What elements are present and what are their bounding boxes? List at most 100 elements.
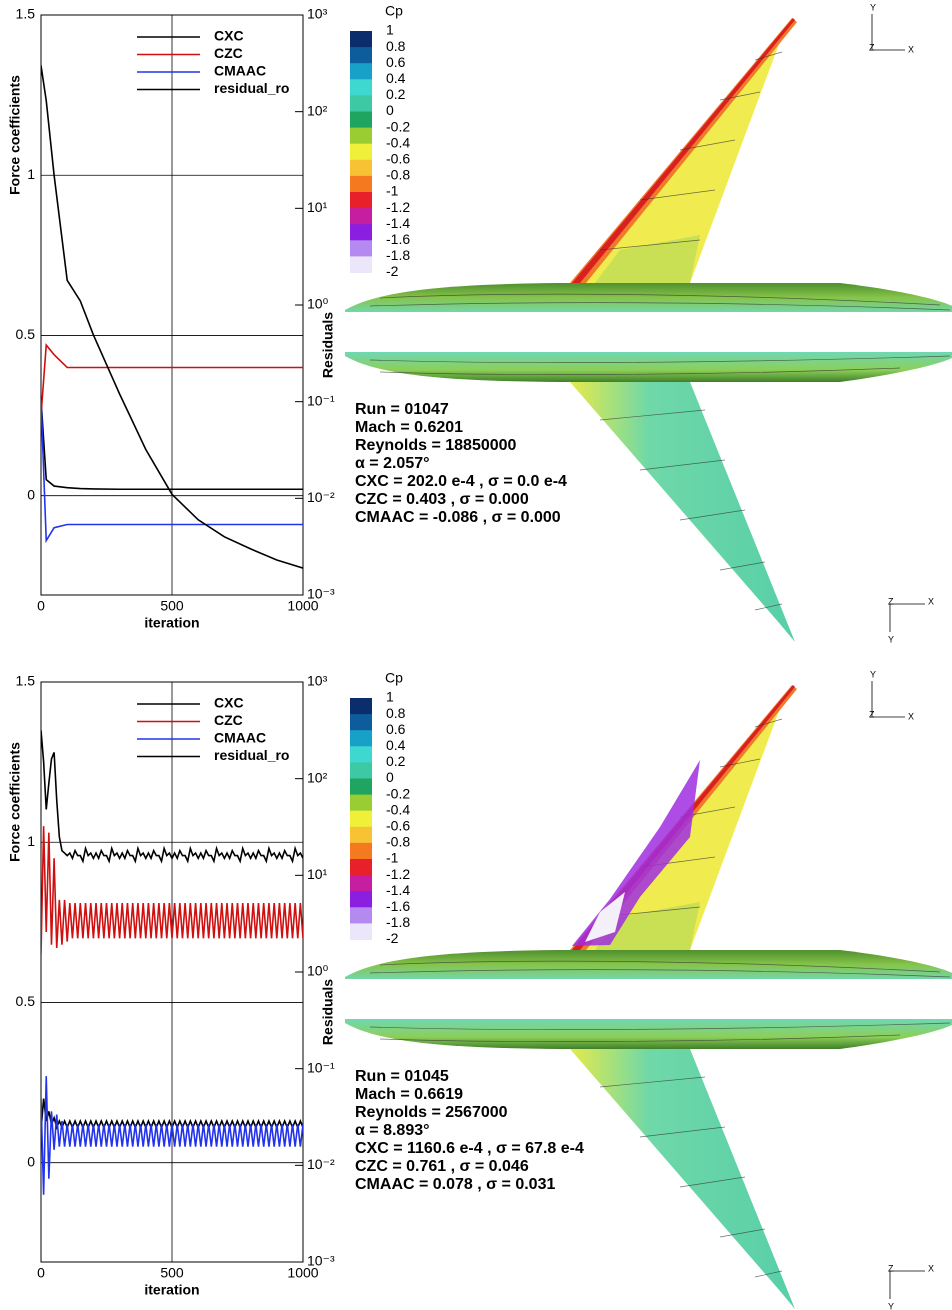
y2-tick-label: 10³: [307, 673, 328, 689]
legend-label: CMAAC: [214, 730, 266, 746]
x-tick-label: 0: [37, 598, 45, 614]
y2-tick-label: 10⁰: [307, 296, 329, 312]
y2-tick-label: 10⁻¹: [307, 392, 335, 408]
y2-tick-label: 10⁻²: [307, 1156, 335, 1172]
colorbar-band: [350, 111, 372, 129]
colorbar-band: [350, 224, 372, 241]
colorbar-band: [350, 175, 372, 193]
separation-core: [585, 892, 625, 942]
view-axis-label: X: [928, 1263, 934, 1273]
view-axis-label: Y: [870, 669, 876, 679]
colorbar-tick-label: 0.4: [386, 70, 406, 86]
colorbar-tick-label: 1: [386, 22, 394, 38]
colorbar-band: [350, 240, 372, 257]
legend-label: CZC: [214, 45, 243, 61]
legend-label: residual_ro: [214, 747, 289, 763]
series-line: [41, 399, 303, 491]
legend-label: CZC: [214, 712, 243, 728]
view-axis-label: X: [908, 711, 914, 721]
view-axis-label: Y: [870, 2, 876, 12]
view-axis-label: X: [908, 44, 914, 54]
run-info: α = 2.057°: [355, 455, 430, 472]
colorbar-band: [350, 714, 372, 731]
run-info: Mach = 0.6619: [355, 1086, 463, 1103]
colorbar-band: [350, 891, 372, 908]
colorbar-tick-label: -1: [386, 183, 399, 199]
legend-label: CXC: [214, 695, 244, 711]
x-axis-label: iteration: [144, 1282, 199, 1298]
colorbar-band: [350, 778, 372, 796]
colorbar-band: [350, 794, 372, 812]
y2-tick-label: 10²: [307, 102, 328, 118]
x-tick-label: 500: [160, 598, 184, 614]
view-axis-label: Z: [888, 596, 894, 606]
colorbar-band: [350, 842, 372, 860]
run-info: Run = 01045: [355, 1068, 449, 1085]
colorbar-tick-label: -0.8: [386, 167, 410, 183]
y2-axis-label: Residuals: [320, 312, 336, 378]
view-axis-label: Y: [888, 1301, 894, 1310]
y-tick-label: 0: [27, 486, 35, 502]
colorbar-tick-label: -1.6: [386, 898, 410, 914]
colorbar-tick-label: 0.2: [386, 86, 406, 102]
colorbar-tick-label: -1.6: [386, 231, 410, 247]
view-axis-label: Y: [888, 634, 894, 644]
run-info: CXC = 1160.6 e-4 , σ = 67.8 e-4: [355, 1140, 584, 1157]
y2-tick-label: 10³: [307, 6, 328, 22]
colorbar-band: [350, 192, 372, 209]
run-info: Run = 01047: [355, 401, 449, 418]
run-info: Reynolds = 2567000: [355, 1104, 508, 1121]
colorbar-tick-label: -1.8: [386, 914, 410, 930]
view-axis-label: X: [928, 596, 934, 606]
colorbar-tick-label: -1: [386, 850, 399, 866]
y2-tick-label: 10⁻³: [307, 1253, 335, 1269]
plot-frame: [40, 14, 304, 596]
colorbar-band: [350, 159, 372, 177]
y-tick-label: 0.5: [16, 326, 36, 342]
run-info: CXC = 202.0 e-4 , σ = 0.0 e-4: [355, 473, 567, 490]
y2-tick-label: 10⁻¹: [307, 1059, 335, 1075]
run-info: CZC = 0.403 , σ = 0.000: [355, 491, 529, 508]
colorbar-band: [350, 47, 372, 64]
colorbar-tick-label: -1.8: [386, 247, 410, 263]
series-line: [41, 399, 303, 544]
colorbar-tick-label: 1: [386, 689, 394, 705]
colorbar-band: [350, 31, 372, 48]
y-tick-label: 1: [27, 166, 35, 182]
colorbar-tick-label: -1.4: [386, 215, 410, 231]
y-axis-label: Force coefficients: [7, 742, 23, 862]
series-line: [41, 730, 303, 864]
colorbar-tick-label: 0.6: [386, 54, 406, 70]
y-tick-label: 0.5: [16, 993, 36, 1009]
colorbar-band: [350, 923, 372, 940]
run-info: CMAAC = -0.086 , σ = 0.000: [355, 509, 561, 526]
colorbar-band: [350, 810, 372, 828]
run-info: Reynolds = 18850000: [355, 437, 517, 454]
series-line: [41, 65, 303, 569]
colorbar-band: [350, 79, 372, 96]
separation-region: [572, 760, 700, 946]
view-axis-label: Z: [888, 1263, 894, 1273]
colorbar-band: [350, 826, 372, 844]
colorbar-band: [350, 746, 372, 763]
colorbar-band: [350, 143, 372, 161]
colorbar-band: [350, 127, 372, 145]
y2-tick-label: 10⁻²: [307, 489, 335, 505]
colorbar-tick-label: 0.4: [386, 737, 406, 753]
colorbar-tick-label: -1.2: [386, 199, 410, 215]
colorbar-tick-label: 0: [386, 102, 394, 118]
colorbar-tick-label: -0.6: [386, 818, 410, 834]
run-info: CZC = 0.761 , σ = 0.046: [355, 1158, 529, 1175]
colorbar-tick-label: -0.8: [386, 834, 410, 850]
colorbar-band: [350, 730, 372, 747]
run-info: CMAAC = 0.078 , σ = 0.031: [355, 1176, 555, 1193]
x-tick-label: 1000: [287, 598, 318, 614]
colorbar-tick-label: 0.8: [386, 705, 406, 721]
colorbar-tick-label: 0.6: [386, 721, 406, 737]
y2-axis-label: Residuals: [320, 979, 336, 1045]
legend-label: CMAAC: [214, 63, 266, 79]
colorbar-tick-label: 0: [386, 769, 394, 785]
